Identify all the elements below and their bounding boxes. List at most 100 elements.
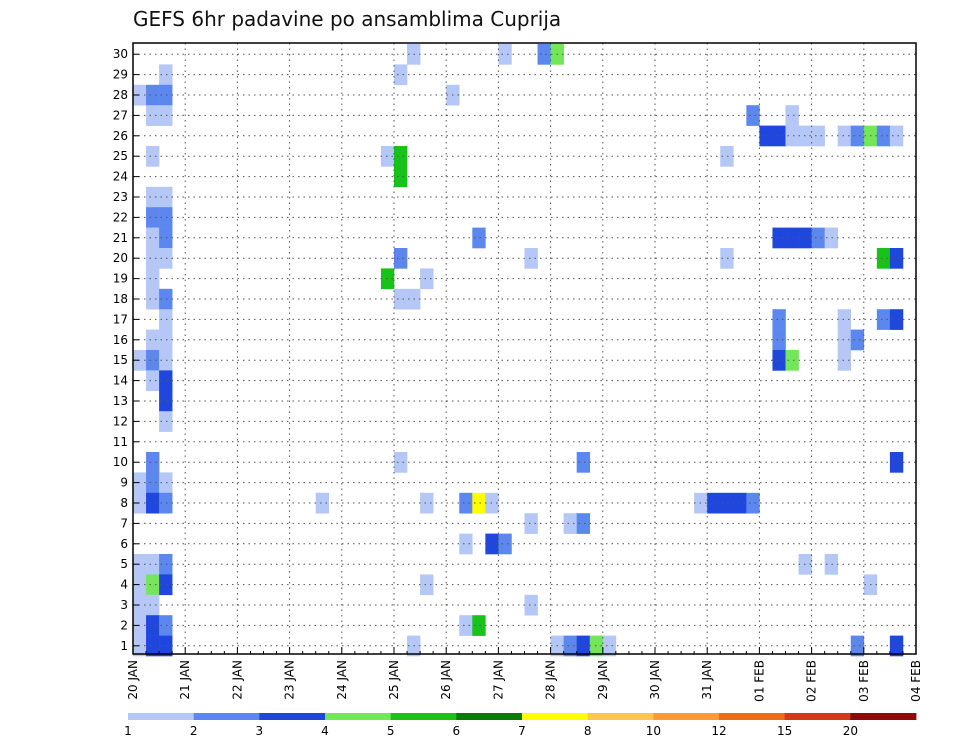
heatmap-cell bbox=[720, 492, 734, 514]
heatmap-cell bbox=[576, 513, 591, 534]
y-tick-label: 1 bbox=[120, 639, 128, 653]
heatmap-cell bbox=[159, 309, 173, 330]
heatmap-cell bbox=[485, 533, 499, 555]
heatmap-cell bbox=[876, 125, 891, 147]
heatmap-cell bbox=[159, 329, 173, 351]
x-tick-label: 31 JAN bbox=[700, 660, 714, 700]
heatmap-cell bbox=[159, 554, 173, 575]
heatmap-cell bbox=[837, 309, 852, 330]
colorbar-segment bbox=[719, 713, 786, 720]
colorbar: 1 2 3 4 5 6 7 8 10 12 15 20 bbox=[124, 713, 917, 738]
heatmap-cell bbox=[811, 227, 825, 249]
chart-title: GEFS 6hr padavine po ansamblima Cuprija bbox=[133, 7, 561, 31]
heatmap-cell bbox=[772, 227, 786, 249]
heatmap-cell bbox=[472, 492, 486, 514]
y-tick-label: 23 bbox=[113, 190, 128, 204]
heatmap-cell bbox=[576, 635, 591, 657]
heatmap-cell bbox=[146, 207, 160, 228]
heatmap-cell bbox=[159, 64, 173, 86]
x-tick-label: 04 FEB bbox=[909, 660, 923, 702]
heatmap-cell bbox=[159, 370, 173, 392]
heatmap-cell bbox=[146, 227, 160, 249]
heatmap-cell bbox=[146, 186, 160, 208]
heatmap-cell bbox=[394, 452, 408, 473]
heatmap-cell bbox=[785, 125, 799, 147]
x-tick-label: 03 FEB bbox=[857, 660, 871, 702]
heatmap-cell bbox=[146, 635, 160, 657]
y-tick-label: 10 bbox=[113, 455, 128, 469]
heatmap-cell bbox=[785, 350, 799, 371]
heatmap-cell bbox=[602, 635, 617, 657]
colorbar-segment bbox=[653, 713, 720, 720]
heatmap-cell bbox=[850, 635, 865, 657]
heatmap-cell bbox=[733, 492, 747, 514]
heatmap-cell bbox=[159, 350, 173, 371]
colorbar-label: 1 bbox=[124, 724, 132, 738]
heatmap-cell bbox=[146, 370, 160, 392]
heatmap-cell bbox=[159, 207, 173, 228]
x-tick-label: 28 JAN bbox=[544, 660, 558, 700]
y-tick-label: 28 bbox=[113, 88, 128, 102]
y-tick-label: 20 bbox=[113, 251, 128, 265]
colorbar-segment bbox=[128, 713, 195, 720]
heatmap-cell bbox=[889, 248, 904, 269]
colorbar-label: 5 bbox=[387, 724, 395, 738]
heatmap-cell bbox=[876, 309, 891, 330]
y-tick-label: 11 bbox=[113, 435, 128, 449]
heatmap-cell bbox=[772, 350, 786, 371]
heatmap-cell bbox=[146, 452, 160, 473]
y-tick-label: 24 bbox=[113, 170, 128, 184]
heatmap-cell bbox=[146, 248, 160, 269]
cells-layer bbox=[133, 44, 904, 657]
colorbar-segment bbox=[193, 713, 260, 720]
heatmap-cell bbox=[159, 635, 173, 657]
heatmap-cell bbox=[146, 146, 160, 167]
heatmap-cell bbox=[159, 492, 173, 514]
heatmap-cell bbox=[159, 411, 173, 432]
heatmap-cell bbox=[785, 227, 799, 249]
heatmap-cell bbox=[420, 492, 434, 514]
y-tick-label: 21 bbox=[113, 231, 128, 245]
heatmap-cell bbox=[720, 248, 734, 269]
colorbar-segment bbox=[587, 713, 654, 720]
heatmap-cell bbox=[146, 84, 160, 106]
y-tick-label: 14 bbox=[113, 374, 128, 388]
heatmap-cell bbox=[472, 615, 486, 636]
heatmap-cell bbox=[394, 64, 408, 86]
colorbar-label: 6 bbox=[453, 724, 461, 738]
colorbar-label: 12 bbox=[711, 724, 726, 738]
colorbar-label: 4 bbox=[321, 724, 329, 738]
colorbar-segment bbox=[522, 713, 589, 720]
y-tick-label: 27 bbox=[113, 108, 128, 122]
heatmap-cell bbox=[498, 533, 512, 555]
heatmap-cell bbox=[394, 248, 408, 269]
y-tick-label: 5 bbox=[120, 557, 128, 571]
heatmap-cell bbox=[394, 146, 408, 167]
heatmap-cell bbox=[159, 227, 173, 249]
heatmap-cell bbox=[785, 105, 799, 126]
x-tick-label: 02 FEB bbox=[805, 660, 819, 702]
heatmap-cell bbox=[146, 574, 160, 596]
heatmap-cell bbox=[159, 472, 173, 494]
heatmap-cell bbox=[159, 248, 173, 269]
y-tick-label: 18 bbox=[113, 292, 128, 306]
heatmap-cell bbox=[772, 309, 786, 330]
y-tick-label: 17 bbox=[113, 312, 128, 326]
heatmap-cell bbox=[524, 513, 538, 534]
heatmap-cell bbox=[707, 492, 721, 514]
heatmap-cell bbox=[380, 146, 395, 167]
heatmap-cell bbox=[498, 44, 512, 65]
colorbar-label: 7 bbox=[518, 724, 526, 738]
heatmap-cell bbox=[159, 288, 173, 310]
heatmap-cell bbox=[889, 635, 904, 657]
heatmap-cell bbox=[459, 615, 473, 636]
heatmap-cell bbox=[850, 125, 865, 147]
x-tick-label: 01 FEB bbox=[752, 660, 766, 702]
colorbar-label: 15 bbox=[777, 724, 792, 738]
y-tick-label: 26 bbox=[113, 129, 128, 143]
heatmap-cell bbox=[889, 452, 904, 473]
heatmap-cell bbox=[146, 472, 160, 494]
heatmap-cell bbox=[394, 166, 408, 188]
colorbar-label: 20 bbox=[843, 724, 858, 738]
